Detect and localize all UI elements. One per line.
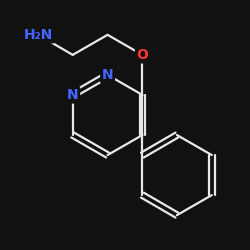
Text: O: O (136, 48, 148, 62)
Text: H₂N: H₂N (24, 28, 53, 42)
Text: N: N (67, 88, 78, 102)
Text: N: N (102, 68, 114, 82)
